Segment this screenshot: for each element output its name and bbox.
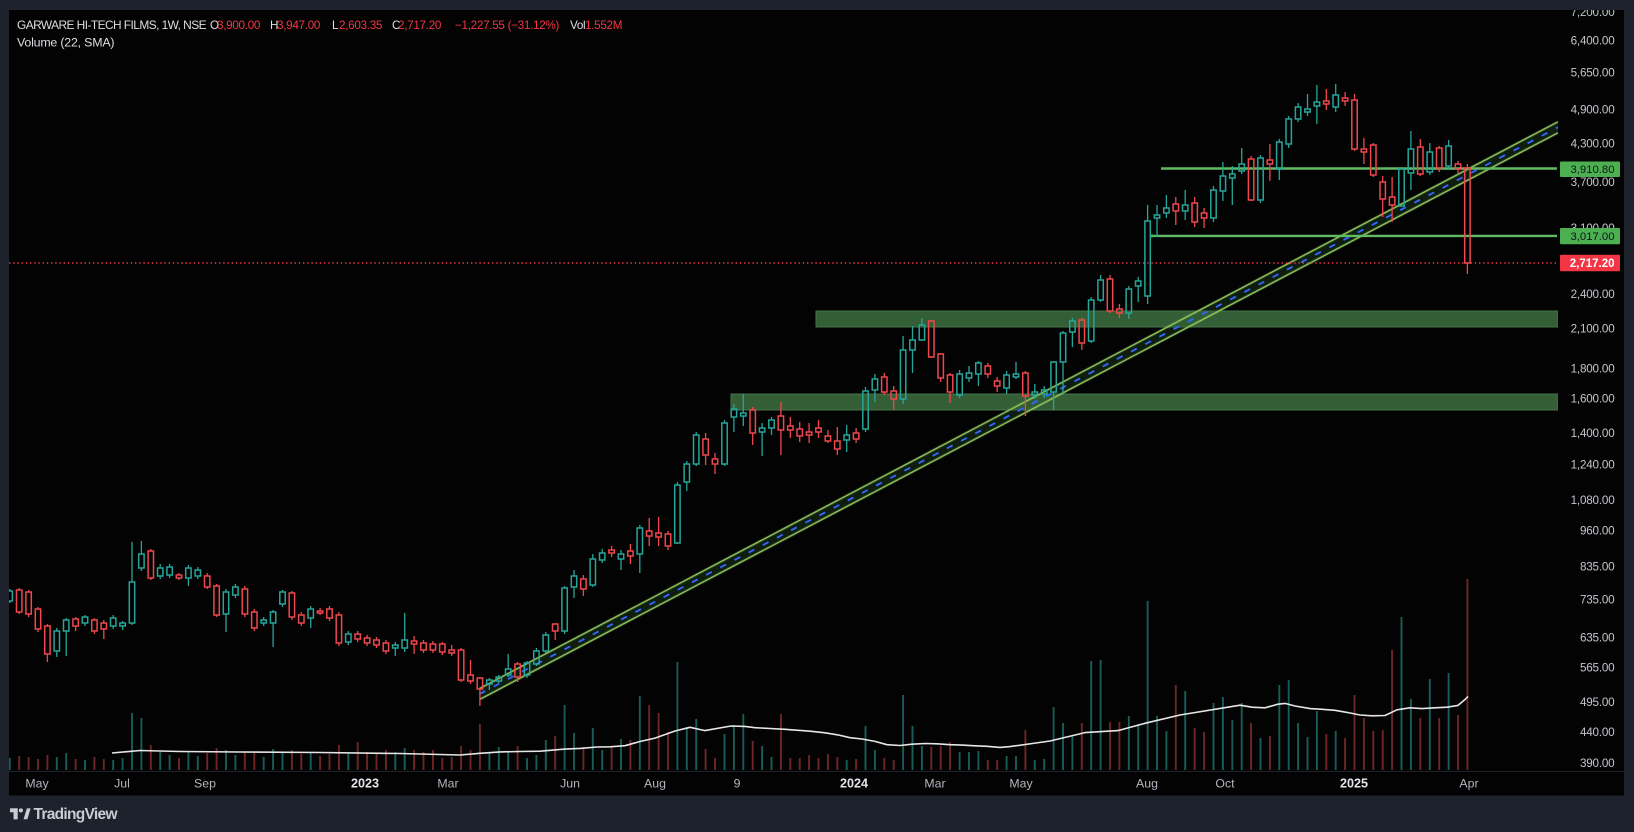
svg-text:C: C <box>392 19 400 32</box>
svg-text:Vol: Vol <box>570 19 585 32</box>
svg-text:635.00: 635.00 <box>1580 631 1615 644</box>
svg-text:H: H <box>270 19 278 32</box>
svg-text:3,900.00: 3,900.00 <box>217 19 261 32</box>
svg-text:1.552M: 1.552M <box>585 19 622 32</box>
svg-text:1,400.00: 1,400.00 <box>1571 427 1616 440</box>
svg-text:2024: 2024 <box>840 777 868 791</box>
svg-text:3,017.00: 3,017.00 <box>1571 231 1615 243</box>
svg-text:Volume (22, SMA): Volume (22, SMA) <box>17 35 114 49</box>
svg-text:Aug: Aug <box>644 777 666 791</box>
svg-text:3,910.80: 3,910.80 <box>1571 164 1615 176</box>
svg-text:Sep: Sep <box>194 777 216 791</box>
svg-text:1,240.00: 1,240.00 <box>1571 459 1616 472</box>
svg-text:835.00: 835.00 <box>1580 561 1615 574</box>
svg-text:4,900.00: 4,900.00 <box>1571 104 1616 117</box>
svg-text:Mar: Mar <box>437 777 458 791</box>
svg-text:Mar: Mar <box>924 777 945 791</box>
svg-text:Jul: Jul <box>114 777 130 791</box>
svg-text:2023: 2023 <box>351 777 379 791</box>
svg-text:3,947.00: 3,947.00 <box>277 19 321 32</box>
svg-text:5,650.00: 5,650.00 <box>1571 67 1616 80</box>
svg-text:1,080.00: 1,080.00 <box>1571 494 1616 507</box>
svg-text:GARWARE HI-TECH FILMS, 1W, NSE: GARWARE HI-TECH FILMS, 1W, NSE <box>17 18 207 32</box>
svg-text:9: 9 <box>734 777 741 791</box>
svg-text:565.00: 565.00 <box>1580 662 1615 675</box>
svg-text:3,700.00: 3,700.00 <box>1571 176 1616 189</box>
svg-text:Oct: Oct <box>1215 777 1235 791</box>
svg-text:6,400.00: 6,400.00 <box>1571 35 1616 48</box>
svg-text:960.00: 960.00 <box>1580 525 1615 538</box>
svg-text:Apr: Apr <box>1459 777 1478 791</box>
svg-text:−1,227.55 (−31.12%): −1,227.55 (−31.12%) <box>455 19 560 32</box>
svg-text:2,400.00: 2,400.00 <box>1571 288 1616 301</box>
svg-text:2,100.00: 2,100.00 <box>1571 323 1616 336</box>
svg-text:735.00: 735.00 <box>1580 594 1615 607</box>
svg-text:1,600.00: 1,600.00 <box>1571 393 1616 406</box>
svg-text:2,717.20: 2,717.20 <box>1570 258 1615 270</box>
svg-text:May: May <box>1009 777 1033 791</box>
svg-text:May: May <box>25 777 49 791</box>
svg-text:2025: 2025 <box>1340 777 1368 791</box>
svg-text:440.00: 440.00 <box>1580 726 1615 739</box>
svg-text:1,800.00: 1,800.00 <box>1571 362 1616 375</box>
svg-text:TradingView: TradingView <box>34 806 119 823</box>
svg-text:495.00: 495.00 <box>1580 696 1615 709</box>
svg-text:Jun: Jun <box>560 777 580 791</box>
svg-text:Aug: Aug <box>1136 777 1158 791</box>
svg-text:2,603.35: 2,603.35 <box>339 19 383 32</box>
svg-text:4,300.00: 4,300.00 <box>1571 137 1616 150</box>
svg-text:2,717.20: 2,717.20 <box>398 19 442 32</box>
svg-text:390.00: 390.00 <box>1580 757 1615 770</box>
svg-text:L: L <box>332 19 339 32</box>
svg-text:O: O <box>210 19 219 32</box>
